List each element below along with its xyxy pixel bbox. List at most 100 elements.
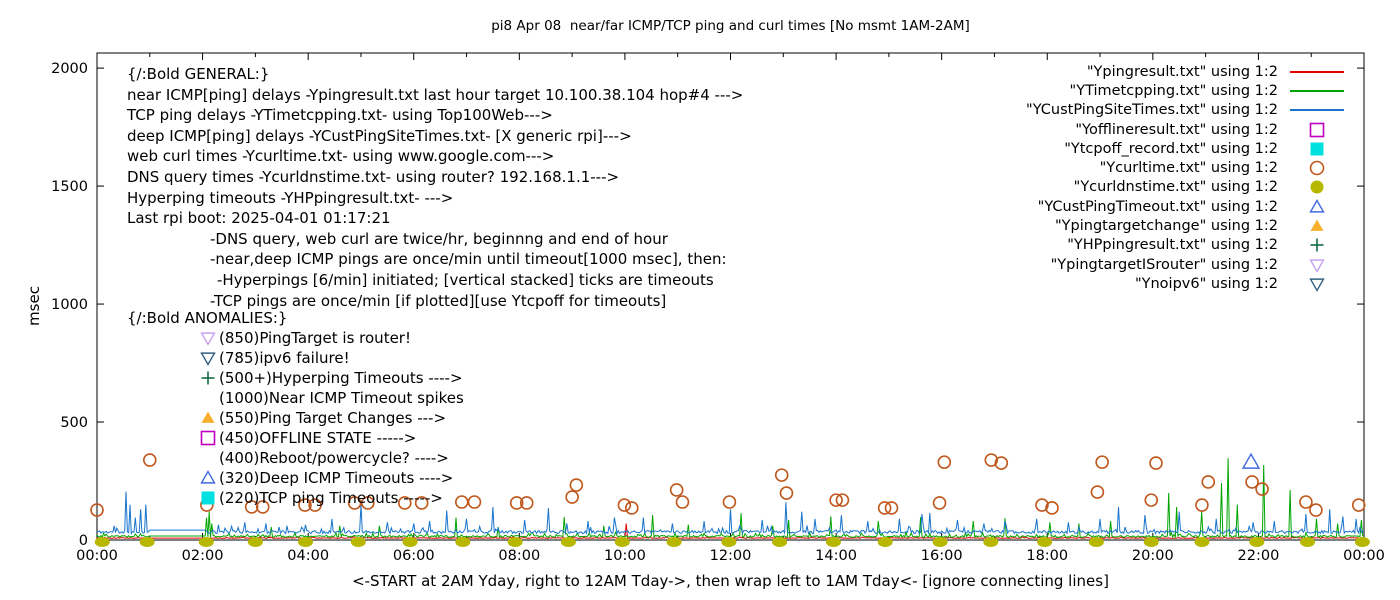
general-annotation-line: -Hyperpings [6/min] initiated; [vertical…	[217, 270, 714, 289]
square-filled-icon	[1310, 142, 1324, 156]
data-point	[1299, 495, 1313, 509]
data-point	[569, 478, 584, 492]
anomaly-row: (220)TCP ping Timeouts ----->	[199, 488, 464, 508]
data-point	[1035, 498, 1049, 512]
legend-item: "YTimetcpping.txt" using 1:2	[1026, 81, 1350, 100]
data-point	[884, 501, 899, 515]
data-point	[1149, 456, 1163, 470]
data-point	[1088, 537, 1104, 547]
data-point	[722, 495, 737, 509]
legend-swatch-plus	[1310, 238, 1324, 252]
chart-title: pi8 Apr 08 near/far ICMP/TCP ping and cu…	[491, 18, 970, 34]
data-point	[509, 496, 524, 510]
triangle-up-open-icon	[1309, 198, 1325, 213]
data-point	[142, 453, 157, 467]
legend-swatch-line	[1290, 70, 1344, 73]
data-point	[669, 483, 684, 497]
x-tick-label: 08:00	[498, 548, 540, 564]
data-point	[90, 503, 104, 517]
series-YTimetcpping.txt	[96, 458, 1365, 540]
anomaly-row: (550)Ping Target Changes --->	[199, 408, 464, 428]
general-annotation-line: TCP ping delays -YTimetcpping.txt- using…	[127, 106, 553, 125]
data-point	[624, 501, 639, 515]
anomaly-row: (450)OFFLINE STATE ----->	[199, 428, 464, 448]
triangle-down-open-icon	[1309, 259, 1325, 273]
data-point	[835, 493, 850, 507]
x-tick-label: 20:00	[1132, 548, 1174, 564]
data-point	[1195, 498, 1209, 512]
legend-item: "Ycurldnstime.txt" using 1:2	[1026, 178, 1350, 197]
data-point	[1354, 537, 1370, 547]
legend-label: "YCustPingSiteTimes.txt" using 1:2	[1026, 102, 1278, 119]
triangle-up-filled-icon	[201, 411, 215, 423]
general-annotation-line: web curl times -Ycurltime.txt- using www…	[127, 147, 555, 166]
y-tick-label: 2000	[51, 61, 88, 77]
data-point	[772, 537, 788, 547]
data-point	[666, 537, 682, 547]
legend-label: "Ycurltime.txt" using 1:2	[1099, 160, 1278, 177]
legend-label: "YHPpingresult.txt" using 1:2	[1067, 237, 1278, 254]
data-point	[1095, 455, 1109, 469]
data-point	[877, 537, 893, 547]
data-point	[1245, 475, 1259, 489]
legend-swatch-triangle-up-filled	[1310, 219, 1324, 231]
anomaly-row: (785)ipv6 failure!	[199, 348, 464, 368]
legend-swatch-line	[1290, 89, 1344, 92]
triangle-down-open-icon	[1309, 278, 1325, 292]
general-annotations: {/:Bold GENERAL:} near ICMP[ping] delays …	[127, 64, 743, 311]
square-filled-icon	[199, 490, 219, 506]
data-point	[1045, 501, 1059, 515]
anomaly-text: (320)Deep ICMP Timeouts ---->	[219, 469, 454, 487]
x-tick-label: 14:00	[815, 548, 857, 564]
legend-item: "Ypingresult.txt" using 1:2	[1026, 62, 1350, 81]
series-YCustPingSiteTimes.txt	[96, 491, 1365, 536]
anomaly-row: (500+)Hyperping Timeouts ---->	[199, 368, 464, 388]
circle-open-icon	[1309, 160, 1325, 176]
data-point	[983, 537, 999, 547]
data-point	[244, 500, 259, 514]
legend-swatch-square-filled	[1310, 142, 1324, 156]
data-point	[565, 490, 579, 504]
legend-swatch-triangle-up-open	[1309, 198, 1325, 213]
legend-item: "YHPpingresult.txt" using 1:2	[1026, 236, 1350, 255]
anomaly-text: (785)ipv6 failure!	[219, 349, 350, 367]
general-annotation-line: DNS query times -Ycurldnstime.txt- using…	[127, 167, 620, 186]
anomaly-text: (450)OFFLINE STATE ----->	[219, 429, 417, 447]
y-tick-label: 500	[60, 415, 88, 431]
data-point	[397, 496, 412, 510]
square-open-icon	[199, 430, 219, 446]
legend-swatch-triangle-down-open	[1309, 278, 1325, 292]
general-annotation-line: {/:Bold GENERAL:}	[127, 65, 270, 83]
data-point	[829, 493, 843, 507]
circle-filled-icon	[1310, 180, 1324, 194]
y-tick-label: 1000	[51, 297, 88, 313]
data-point	[877, 501, 892, 515]
anomalies-annotations: {/:Bold ANOMALIES:} (850)PingTarget is ro…	[127, 308, 464, 508]
x-tick-label: 10:00	[604, 548, 646, 564]
legend-item: "Ycurltime.txt" using 1:2	[1026, 158, 1350, 177]
triangle-down-open-icon	[200, 332, 216, 346]
anomaly-text: (850)PingTarget is router!	[219, 329, 411, 347]
general-annotation-line: Last rpi boot: 2025-04-01 01:17:21	[127, 209, 391, 228]
data-point	[519, 496, 534, 510]
triangle-up-filled-icon	[1310, 219, 1324, 231]
y-tick-label: 0	[79, 533, 88, 549]
plus-icon	[199, 370, 219, 386]
legend-item: "Ynoipv6" using 1:2	[1026, 274, 1350, 293]
data-point	[721, 537, 737, 547]
data-point	[139, 537, 155, 547]
x-axis-title: <-START at 2AM Yday, right to 12AM Tday-…	[352, 572, 1109, 590]
data-point	[467, 495, 482, 509]
x-tick-label: 22:00	[1238, 548, 1280, 564]
triangle-down-open-icon	[200, 352, 216, 366]
legend-label: "Ycurldnstime.txt" using 1:2	[1073, 179, 1278, 196]
anomaly-text: (500+)Hyperping Timeouts ---->	[219, 369, 463, 387]
legend-swatch-circle-open	[1309, 160, 1325, 176]
legend-swatch-square-open	[1309, 122, 1325, 137]
legend-label: "YCustPingTimeout.txt" using 1:2	[1037, 198, 1278, 215]
plus-icon	[201, 371, 215, 385]
legend-item: "Ytcpoff_record.txt" using 1:2	[1026, 139, 1350, 158]
general-annotation-line: deep ICMP[ping] delays -YCustPingSiteTim…	[127, 126, 632, 145]
data-point	[617, 498, 632, 512]
